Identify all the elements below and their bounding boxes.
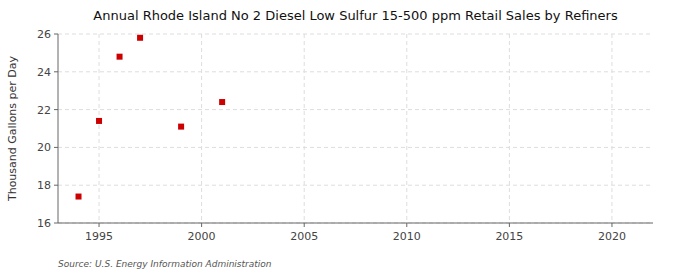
- x-tick: [406, 223, 407, 227]
- y-tick: [54, 185, 58, 186]
- y-grid-line: [58, 34, 653, 35]
- y-axis-line: [58, 34, 59, 223]
- point: [178, 124, 184, 130]
- x-tick-label: 1995: [85, 230, 113, 243]
- y-tick-label: 16: [37, 217, 51, 230]
- x-tick: [611, 223, 612, 227]
- source-annotation: Source: U.S. Energy Information Administ…: [58, 259, 272, 269]
- x-grid-line: [201, 34, 202, 223]
- y-tick: [54, 223, 58, 224]
- y-tick: [54, 34, 58, 35]
- x-grid-line: [99, 34, 100, 223]
- y-tick-label: 18: [37, 179, 51, 192]
- point: [76, 194, 82, 200]
- x-grid-line: [509, 34, 510, 223]
- x-tick-label: 2000: [188, 230, 216, 243]
- title: Annual Rhode Island No 2 Diesel Low Sulf…: [93, 8, 618, 23]
- y-grid-line: [58, 185, 653, 186]
- y-grid-line: [58, 109, 653, 110]
- y-grid-line: [58, 71, 653, 72]
- y-tick: [54, 147, 58, 148]
- x-tick: [509, 223, 510, 227]
- y-tick-label: 24: [37, 66, 51, 79]
- x-tick-label: 2015: [495, 230, 523, 243]
- point: [117, 54, 123, 60]
- point: [219, 99, 225, 105]
- y-tick: [54, 109, 58, 110]
- y-tick-label: 22: [37, 104, 51, 117]
- x-tick: [304, 223, 305, 227]
- y-tick: [54, 71, 58, 72]
- x-grid-line: [304, 34, 305, 223]
- chart-svg: 16 18 20 22 24 26 1995 2000 2005 2010 2015 2020 Annu…: [0, 0, 675, 275]
- x-grid-line: [406, 34, 407, 223]
- y-tick-label: 26: [37, 28, 51, 41]
- y-axis-label: Thousand Gallons per Day: [6, 55, 19, 202]
- grid: [58, 34, 653, 223]
- x-tick-label: 2005: [290, 230, 318, 243]
- x-tick-label: 2020: [598, 230, 626, 243]
- point: [96, 118, 102, 124]
- y-grid-line: [58, 223, 653, 224]
- x-tick: [201, 223, 202, 227]
- points: [76, 35, 226, 200]
- x-axis-line: [58, 223, 653, 224]
- chart-container: 16 18 20 22 24 26 1995 2000 2005 2010 2015 2020 Annu…: [0, 0, 675, 275]
- axes: 16 18 20 22 24 26 1995 2000 2005 2010 2015 2020: [37, 28, 653, 243]
- x-tick: [99, 223, 100, 227]
- y-grid-line: [58, 147, 653, 148]
- x-tick-label: 2010: [393, 230, 421, 243]
- y-tick-label: 20: [37, 141, 51, 154]
- point: [137, 35, 143, 41]
- x-grid-line: [611, 34, 612, 223]
